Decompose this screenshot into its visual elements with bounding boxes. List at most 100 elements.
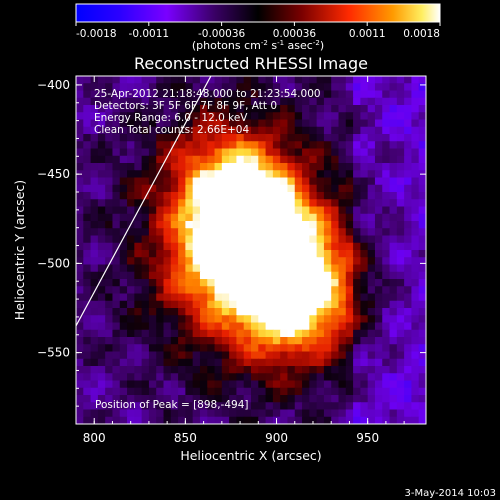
heatmap-cell — [272, 192, 281, 200]
heatmap-cell — [309, 235, 318, 244]
heatmap-cell — [345, 192, 354, 200]
heatmap-cell — [221, 373, 230, 382]
heatmap-cell — [331, 337, 340, 345]
heatmap-cell — [411, 373, 420, 382]
heatmap-cell — [214, 141, 223, 150]
heatmap-cell — [302, 90, 310, 99]
heatmap-cell — [112, 416, 121, 424]
heatmap-cell — [156, 184, 165, 193]
heatmap-cell — [214, 351, 223, 360]
heatmap-cell — [272, 300, 281, 309]
heatmap-cell — [97, 409, 106, 418]
heatmap-cell — [404, 112, 413, 121]
heatmap-cell — [178, 308, 186, 316]
heatmap-cell — [389, 351, 398, 360]
heatmap-cell — [178, 344, 186, 353]
heatmap-cell — [382, 250, 391, 258]
heatmap-cell — [192, 242, 201, 251]
heatmap-cell — [221, 264, 230, 273]
heatmap-cell — [236, 155, 245, 164]
heatmap-cell — [251, 409, 259, 418]
heatmap-cell — [302, 213, 310, 222]
heatmap-cell — [265, 264, 274, 273]
heatmap-cell — [316, 112, 325, 121]
heatmap-cell — [353, 315, 361, 324]
heatmap-cell — [418, 329, 426, 338]
heatmap-cell — [389, 402, 398, 411]
heatmap-cell — [382, 148, 391, 157]
heatmap-cell — [76, 300, 84, 309]
heatmap-cell — [265, 257, 274, 266]
heatmap-cell — [192, 206, 201, 215]
heatmap-cell — [374, 112, 383, 121]
heatmap-cell — [272, 177, 281, 186]
heatmap-cell — [382, 387, 391, 396]
heatmap-cell — [141, 337, 150, 345]
heatmap-cell — [411, 235, 420, 244]
heatmap-cell — [127, 141, 135, 150]
heatmap-cell — [221, 250, 230, 258]
heatmap-cell — [97, 358, 106, 367]
heatmap-cell — [316, 300, 325, 309]
heatmap-cell — [192, 141, 201, 150]
heatmap-cell — [105, 387, 114, 396]
heatmap-cell — [338, 264, 347, 273]
heatmap-cell — [353, 90, 361, 99]
heatmap-cell — [192, 213, 201, 222]
heatmap-cell — [105, 366, 114, 374]
heatmap-cell — [382, 373, 391, 382]
heatmap-cell — [411, 97, 420, 106]
heatmap-cell — [141, 351, 150, 360]
heatmap-cell — [185, 155, 194, 164]
heatmap-cell — [141, 83, 150, 92]
heatmap-cell — [163, 155, 172, 164]
heatmap-cell — [251, 184, 259, 193]
heatmap-cell — [156, 366, 165, 374]
heatmap-cell — [258, 177, 267, 186]
heatmap-cell — [76, 134, 84, 142]
heatmap-cell — [251, 221, 259, 229]
heatmap-cell — [396, 257, 405, 266]
heatmap-cell — [83, 177, 92, 186]
heatmap-cell — [309, 286, 318, 295]
heatmap-cell — [382, 395, 391, 403]
heatmap-cell — [302, 402, 310, 411]
heatmap-cell — [265, 83, 274, 92]
heatmap-cell — [316, 366, 325, 374]
heatmap-cell — [316, 416, 325, 424]
heatmap-cell — [148, 76, 157, 84]
heatmap-cell — [396, 373, 405, 382]
heatmap-cell — [265, 337, 274, 345]
heatmap-cell — [367, 221, 376, 229]
heatmap-cell — [134, 141, 143, 150]
heatmap-cell — [302, 300, 310, 309]
heatmap-cell — [236, 373, 245, 382]
heatmap-cell — [236, 264, 245, 273]
heatmap-cell — [163, 329, 172, 338]
heatmap-cell — [156, 344, 165, 353]
heatmap-cell — [382, 170, 391, 179]
heatmap-cell — [76, 105, 84, 113]
heatmap-cell — [90, 271, 99, 280]
y-tick-label: −450 — [37, 167, 70, 181]
heatmap-cell — [360, 242, 369, 251]
heatmap-cell — [272, 387, 281, 396]
heatmap-cell — [83, 76, 92, 84]
heatmap-cell — [396, 112, 405, 121]
heatmap-cell — [127, 337, 135, 345]
heatmap-cell — [280, 141, 289, 150]
heatmap-cell — [199, 387, 208, 396]
heatmap-cell — [367, 293, 376, 302]
heatmap-cell — [338, 257, 347, 266]
heatmap-cell — [192, 329, 201, 338]
heatmap-cell — [214, 380, 223, 389]
heatmap-cell — [214, 344, 223, 353]
heatmap-cell — [112, 221, 121, 229]
heatmap-cell — [353, 213, 361, 222]
heatmap-cell — [97, 228, 106, 237]
heatmap-cell — [396, 329, 405, 338]
heatmap-cell — [207, 300, 216, 309]
heatmap-cell — [178, 184, 186, 193]
heatmap-cell — [374, 337, 383, 345]
heatmap-cell — [83, 373, 92, 382]
